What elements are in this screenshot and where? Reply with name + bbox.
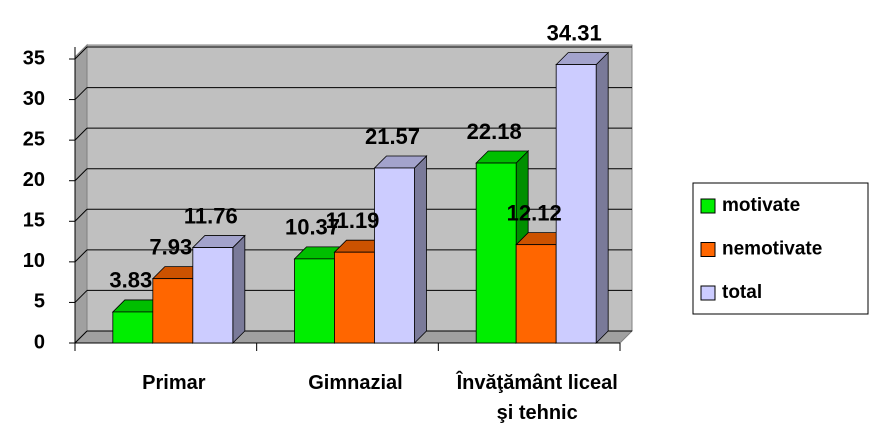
y-tick-label: 10 [23,250,45,272]
data-label: 11.19 [326,208,380,233]
grid-line [74,87,88,100]
legend-swatch [700,198,716,214]
grid-line [74,168,88,182]
legend-swatch [700,285,716,301]
legend-label: motivate [722,195,800,216]
x-tick-label: Gimnazial [308,372,403,394]
grid-line [74,290,88,303]
data-label: 12.12 [507,200,562,225]
data-label: 7.93 [149,234,192,259]
bar [294,258,335,344]
bar-side [232,234,246,344]
bar [334,251,375,344]
bar [192,247,234,344]
legend-box [692,182,869,315]
data-label: 11.76 [184,203,238,228]
y-tick-label: 30 [23,88,45,110]
grid-line [74,208,88,222]
y-tick-label: 15 [23,210,45,232]
data-label: 34.31 [547,20,602,45]
data-label: 10.37 [285,215,340,240]
x-tick-label: Învăţământ liceal şi tehnic [456,372,618,424]
legend-label: total [722,282,762,303]
grid-line [74,249,88,263]
data-label: 21.57 [365,124,420,149]
bar-side [595,51,609,344]
y-tick-label: 20 [23,169,45,191]
y-tick-label: 35 [23,47,45,69]
legend-swatch [700,242,716,257]
bar [112,311,154,344]
y-tick-label: 25 [23,128,45,150]
grid-line [74,330,88,344]
bar [152,278,194,344]
legend-label: nemotivate [722,239,822,260]
grid-line [74,127,88,141]
grid-line [74,46,88,60]
y-tick-label: 0 [34,331,45,353]
y-tick-label: 5 [34,291,45,313]
bar [374,167,415,344]
bar-side [414,155,427,344]
data-label: 22.18 [467,119,522,144]
bar [555,64,597,344]
bar [475,162,517,344]
data-label: 3.83 [109,268,152,293]
bar [515,244,557,344]
x-tick-label: Primar [142,372,206,394]
